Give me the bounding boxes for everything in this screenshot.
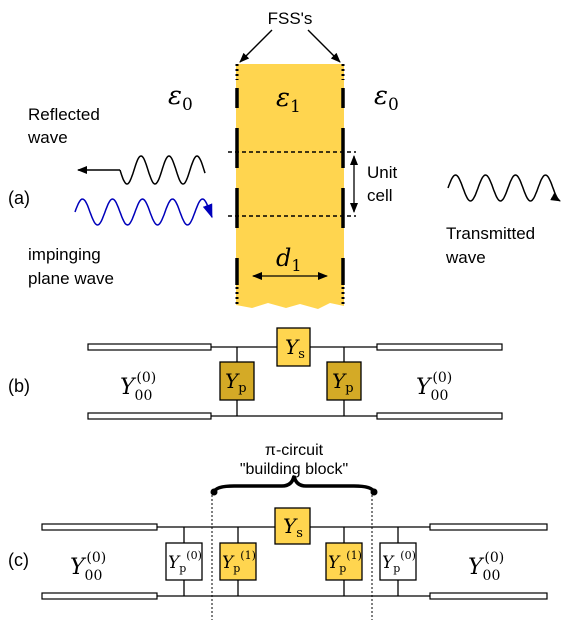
eps-left: ε0	[168, 81, 193, 115]
panel-b-label: (b)	[8, 376, 30, 396]
series-admittance-b	[276, 327, 311, 367]
pi-circuit-label: π-circuit	[265, 442, 324, 459]
yp-inner-right-label-c: Yp(1)	[328, 549, 362, 575]
circuit-wires-b	[211, 346, 377, 417]
eps-right: ε0	[374, 81, 399, 115]
impinging-label: impinging plane wave	[28, 245, 114, 288]
yp-left-label-b: Yp	[225, 369, 247, 396]
shunt-admittance-inner-left-c	[219, 542, 257, 581]
eps-mid: ε1	[276, 83, 301, 117]
panel-c-label: (c)	[8, 550, 29, 570]
series-admittance-c	[274, 507, 311, 545]
panel-b: (b) Ys Yp Yp Y00(0) Y00(0)	[8, 327, 503, 420]
shunt-admittance-inner-right-c	[325, 542, 363, 581]
unit-cell-label: Unit cell	[367, 163, 402, 205]
circuit-wires-c	[157, 526, 430, 597]
yp-right-label-b: Yp	[332, 369, 354, 396]
transmitted-wave	[447, 174, 561, 202]
ys-label-c: Ys	[283, 514, 303, 541]
dielectric-slab	[236, 64, 344, 309]
panel-a-label: (a)	[8, 188, 30, 208]
fss-pointer-left	[239, 29, 273, 63]
panel-c: (c) π-circuit "building block"	[8, 442, 548, 620]
fss-label: FSS's	[268, 9, 313, 28]
building-block-brace	[212, 475, 376, 493]
y00-left-label-c: Y00(0)	[70, 550, 106, 584]
y00-right-label-b: Y00(0)	[416, 370, 452, 404]
building-block-label: "building block"	[240, 461, 348, 478]
y00-left-label-b: Y00(0)	[120, 370, 156, 404]
shunt-admittance-outer-right-c	[379, 542, 417, 581]
y00-right-label-c: Y00(0)	[468, 550, 504, 584]
panel-a: FSS's ε0 ε1 ε0 Unit cell d1 (a) Reflecte…	[8, 9, 561, 309]
yp-outer-right-label-c: Yp(0)	[382, 549, 416, 575]
reflected-label: Reflected wave	[27, 105, 105, 147]
fss-pointer-right	[307, 29, 341, 63]
yp-outer-left-label-c: Yp(0)	[168, 549, 202, 575]
shunt-admittance-right-b	[326, 361, 362, 401]
impinging-wave	[74, 198, 213, 226]
ys-label-b: Ys	[285, 335, 305, 362]
yp-inner-left-label-c: Yp(1)	[222, 549, 256, 575]
shunt-admittance-outer-left-c	[165, 542, 203, 581]
reflected-wave	[119, 155, 206, 185]
transmitted-label: Transmitted wave	[445, 224, 540, 267]
thickness-label: d1	[276, 244, 302, 275]
shunt-admittance-left-b	[219, 361, 255, 401]
